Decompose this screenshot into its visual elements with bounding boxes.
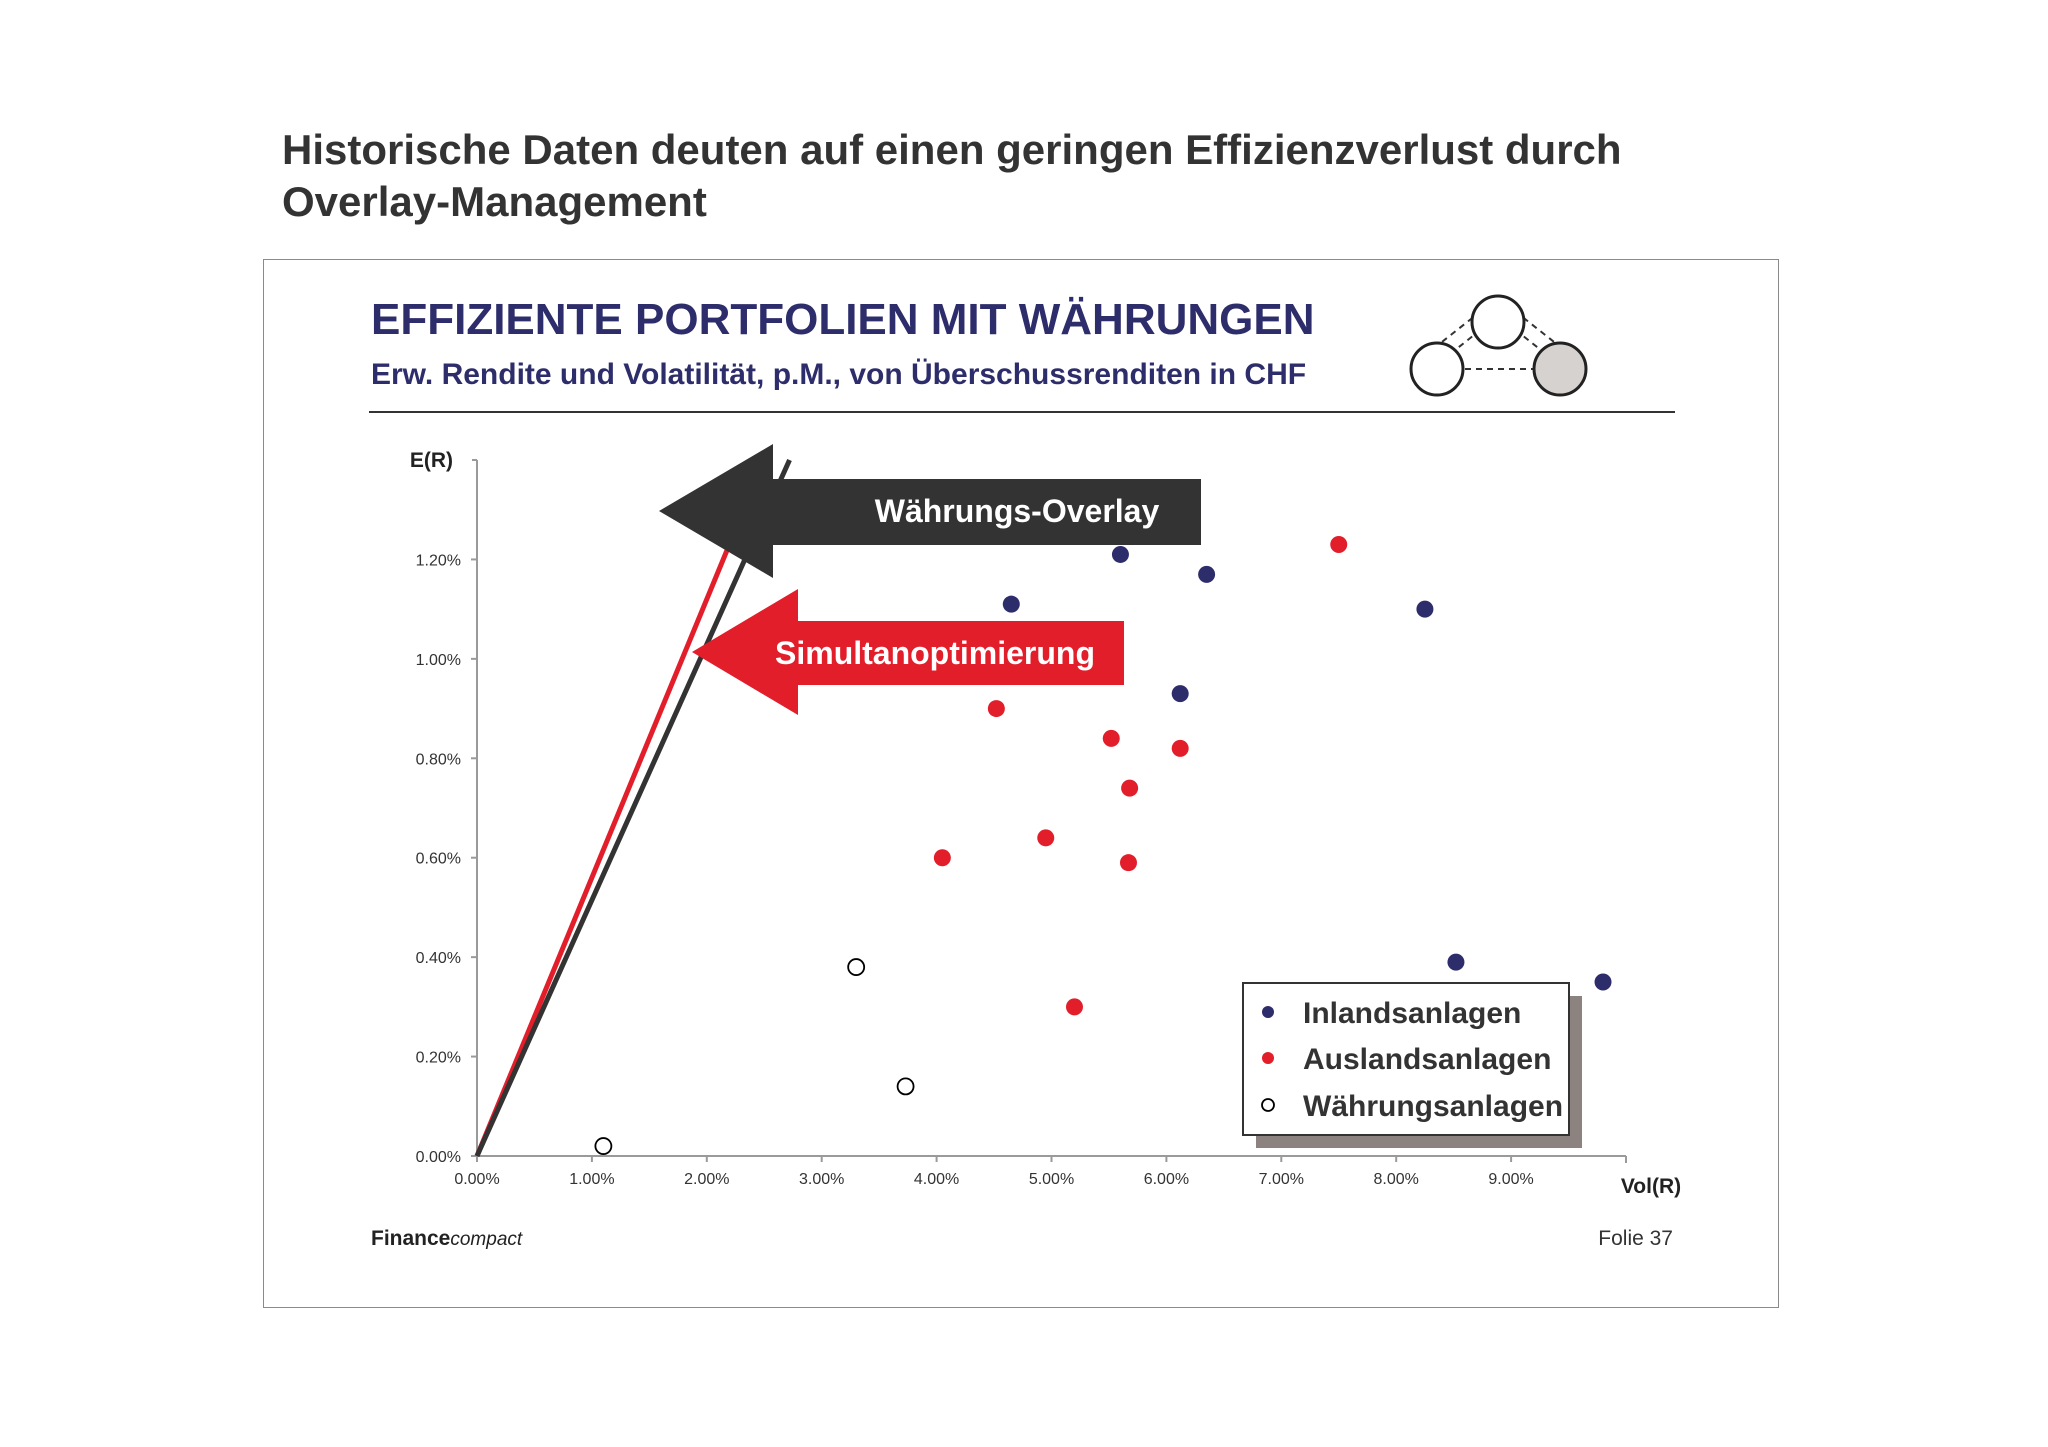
- x-tick-label: 0.00%: [454, 1171, 499, 1188]
- point-ausland: [1037, 829, 1055, 847]
- point-inland: [1447, 953, 1465, 971]
- y-tick-group: 0.00% 0.20% 0.40% 0.60% 0.80% 1.00% 1.20%: [416, 552, 477, 1166]
- point-ausland: [1121, 779, 1139, 797]
- legend-label-waehrung: Währungsanlagen: [1303, 1090, 1563, 1123]
- x-tick-label: 7.00%: [1259, 1171, 1304, 1188]
- legend-label-inland: Inlandsanlagen: [1303, 997, 1521, 1030]
- y-tick-label: 0.20%: [416, 1050, 461, 1067]
- y-tick-label: 1.20%: [416, 552, 461, 569]
- y-tick-label: 0.00%: [416, 1149, 461, 1166]
- legend-marker-ausland: [1262, 1052, 1274, 1064]
- x-tick-label: 9.00%: [1488, 1171, 1533, 1188]
- slide-title: EFFIZIENTE PORTFOLIEN MIT WÄHRUNGEN: [371, 295, 1315, 344]
- point-ausland: [933, 849, 951, 867]
- page-heading-line2: Overlay-Management: [282, 178, 707, 225]
- point-waehrung: [594, 1137, 613, 1155]
- point-ausland: [1171, 739, 1189, 757]
- x-tick-label: 2.00%: [684, 1171, 729, 1188]
- slide-number: Folie 37: [1598, 1227, 1673, 1250]
- point-inland: [1198, 565, 1216, 583]
- simultan-arrow-shape: [692, 589, 1124, 715]
- legend-label-ausland: Auslandsanlagen: [1303, 1043, 1551, 1076]
- brand-italic: compact: [450, 1229, 523, 1250]
- legend: Inlandsanlagen Auslandsanlagen Währungsa…: [1242, 982, 1582, 1148]
- point-waehrung: [847, 958, 866, 976]
- frontier-line-overlay: [474, 458, 792, 1158]
- y-tick-label: 0.80%: [416, 751, 461, 768]
- overlay-arrow-shape: [659, 444, 1201, 578]
- point-inland: [1594, 973, 1612, 991]
- x-tick-label: 4.00%: [914, 1171, 959, 1188]
- x-tick-label: 3.00%: [799, 1171, 844, 1188]
- point-ausland: [1119, 854, 1137, 872]
- frontier-line-simultan: [474, 459, 767, 1157]
- x-tick-label: 1.00%: [569, 1171, 614, 1188]
- x-tick-label: 6.00%: [1144, 1171, 1189, 1188]
- overlay-arrow: Währungs-Overlay: [659, 444, 1201, 578]
- brand-bold: Finance: [371, 1227, 450, 1250]
- slide-canvas: EFFIZIENTE PORTFOLIEN MIT WÄHRUNGEN Erw.…: [369, 294, 1681, 1250]
- y-tick-label: 0.40%: [416, 950, 461, 967]
- legend-marker-inland: [1262, 1006, 1274, 1018]
- slide-subtitle: Erw. Rendite und Volatilität, p.M., von …: [371, 358, 1306, 391]
- x-axis-label: Vol(R): [1621, 1175, 1681, 1198]
- slide-frame: EFFIZIENTE PORTFOLIEN MIT WÄHRUNGEN Erw.…: [263, 259, 1779, 1308]
- point-inland: [1416, 600, 1434, 618]
- point-ausland: [1330, 536, 1348, 554]
- simultan-arrow: Simultanoptimierung: [692, 589, 1124, 715]
- legend-box: [1242, 982, 1570, 1136]
- three-circles-logo-icon: [1409, 294, 1588, 397]
- scatter-points: [594, 536, 1612, 1155]
- frontier-lines: [474, 458, 792, 1158]
- point-ausland: [1065, 998, 1083, 1016]
- x-tick-label: 5.00%: [1029, 1171, 1074, 1188]
- point-waehrung: [896, 1077, 915, 1096]
- point-inland: [1002, 595, 1020, 613]
- point-inland: [1171, 685, 1189, 703]
- x-tick-label: 8.00%: [1374, 1171, 1419, 1188]
- x-tick-group: 0.00% 1.00% 2.00% 3.00% 4.00% 5.00% 6.00% 7.00%…: [454, 1156, 1534, 1188]
- y-tick-label: 0.60%: [416, 851, 461, 868]
- page-heading: Historische Daten deuten auf einen gerin…: [282, 124, 1782, 228]
- legend-marker-waehrung: [1261, 1098, 1275, 1112]
- point-ausland: [987, 700, 1005, 718]
- y-tick-label: 1.00%: [416, 652, 461, 669]
- overlay-arrow-label: Währungs-Overlay: [875, 493, 1160, 529]
- y-axis-label: E(R): [410, 449, 453, 472]
- page-heading-line1: Historische Daten deuten auf einen gerin…: [282, 126, 1622, 173]
- brand-logo: Financecompact: [371, 1227, 523, 1250]
- point-ausland: [1102, 729, 1120, 747]
- point-inland: [1111, 545, 1129, 563]
- simultan-arrow-label: Simultanoptimierung: [775, 635, 1095, 671]
